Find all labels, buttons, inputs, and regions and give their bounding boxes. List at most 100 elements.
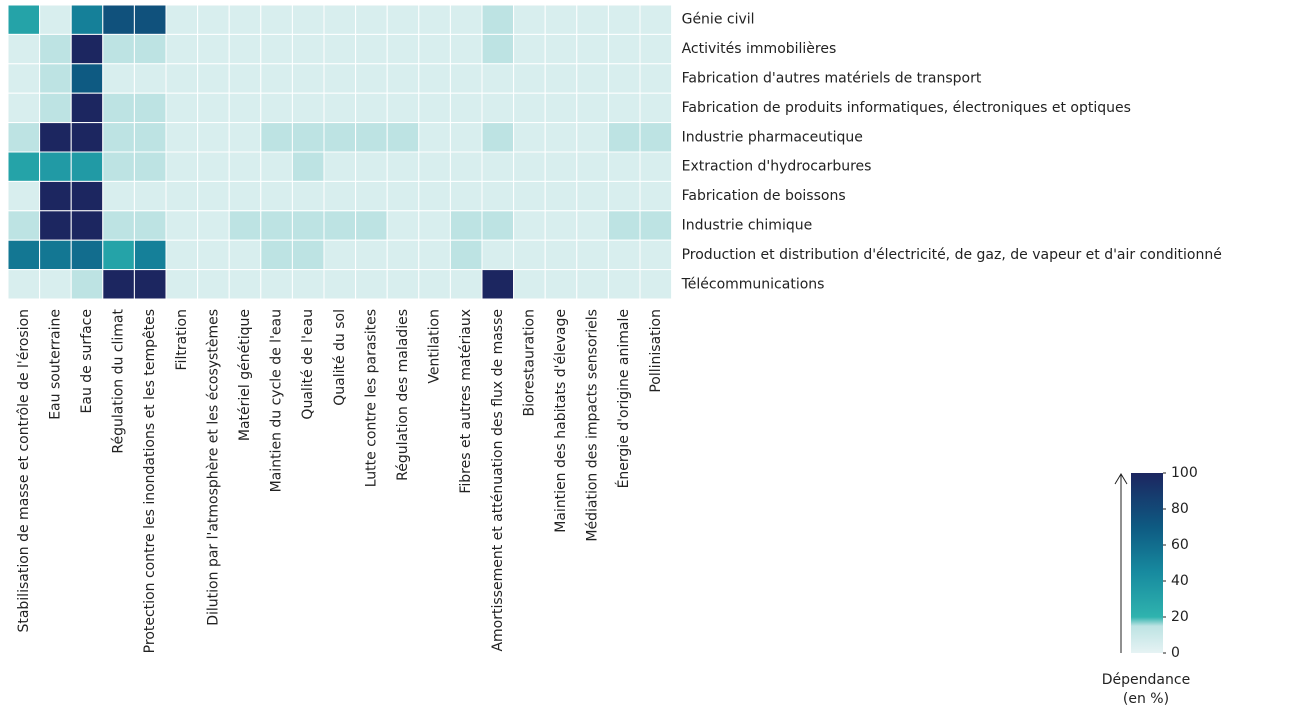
cell	[165, 122, 199, 153]
cell	[449, 122, 483, 153]
cell	[291, 92, 325, 124]
row-label: Production et distribution d'électricité…	[682, 247, 1222, 263]
cell	[607, 4, 641, 35]
cell	[639, 180, 673, 212]
cell	[355, 210, 388, 241]
row-label: Activités immobilières	[682, 41, 837, 57]
cell	[323, 239, 357, 271]
cell	[513, 63, 546, 94]
cell	[449, 92, 483, 124]
column-label: Amortissement et atténuation des flux de…	[490, 309, 506, 652]
cell	[291, 122, 325, 153]
cell	[355, 4, 388, 35]
cell	[386, 180, 420, 212]
cell	[291, 180, 325, 212]
cell	[291, 33, 325, 65]
cell	[639, 210, 673, 241]
cell	[513, 33, 546, 65]
cell	[102, 239, 135, 271]
cell	[228, 239, 262, 271]
arrow-head	[1114, 473, 1128, 485]
cell	[228, 92, 262, 124]
cell	[39, 151, 72, 182]
cell	[260, 92, 293, 124]
cell	[481, 151, 515, 182]
cell	[7, 33, 41, 65]
cell	[576, 269, 609, 300]
colorbar-tick-label: 80	[1171, 501, 1189, 517]
cell	[291, 210, 325, 241]
cell	[607, 33, 641, 65]
cell	[607, 63, 641, 94]
cell	[70, 4, 104, 35]
cell	[544, 180, 578, 212]
cell	[418, 151, 451, 182]
cell	[418, 239, 451, 271]
cell	[481, 122, 515, 153]
cell	[39, 92, 72, 124]
cell	[39, 122, 72, 153]
cell	[291, 269, 325, 300]
cell	[386, 92, 420, 124]
cell	[102, 4, 135, 35]
cell	[7, 151, 41, 182]
cell	[39, 180, 72, 212]
cell	[323, 210, 357, 241]
cell	[102, 63, 135, 94]
row-label: Extraction d'hydrocarbures	[682, 159, 872, 175]
cell	[165, 269, 199, 300]
cell	[481, 92, 515, 124]
colorbar-tick-label: 40	[1171, 573, 1189, 589]
cell	[165, 151, 199, 182]
cell	[323, 92, 357, 124]
cell	[228, 33, 262, 65]
cell	[165, 92, 199, 124]
cell	[513, 239, 546, 271]
cell	[544, 33, 578, 65]
cell	[39, 4, 72, 35]
cell	[102, 210, 135, 241]
cell	[449, 63, 483, 94]
cell	[70, 92, 104, 124]
cell	[481, 269, 515, 300]
cell	[449, 33, 483, 65]
cell	[386, 4, 420, 35]
colorbar-label: Dépendance	[1102, 672, 1190, 688]
cell	[165, 63, 199, 94]
cell	[418, 63, 451, 94]
cell	[418, 180, 451, 212]
cell	[70, 239, 104, 271]
row-label: Fabrication d'autres matériels de transp…	[682, 71, 982, 87]
cell	[449, 239, 483, 271]
cell	[513, 210, 546, 241]
cell	[481, 210, 515, 241]
cell	[481, 239, 515, 271]
cell	[386, 151, 420, 182]
cell	[133, 239, 167, 271]
cell	[418, 269, 451, 300]
cell	[165, 33, 199, 65]
column-label: Ventilation	[427, 309, 443, 384]
cell	[576, 239, 609, 271]
cell	[544, 269, 578, 300]
row-label: Génie civil	[682, 12, 755, 28]
cell	[133, 63, 167, 94]
cell	[7, 239, 41, 271]
cell	[639, 151, 673, 182]
cell	[197, 92, 230, 124]
cell	[102, 122, 135, 153]
cell	[228, 122, 262, 153]
cell	[260, 269, 293, 300]
column-label: Pollinisation	[648, 309, 664, 393]
cell	[386, 239, 420, 271]
cell	[228, 63, 262, 94]
cell	[197, 269, 230, 300]
cell	[7, 269, 41, 300]
cell	[197, 122, 230, 153]
column-label: Fibres et autres matériaux	[458, 309, 474, 494]
cell	[228, 4, 262, 35]
colorbar-tick-label: 100	[1171, 465, 1198, 481]
cell	[260, 122, 293, 153]
cell	[513, 180, 546, 212]
